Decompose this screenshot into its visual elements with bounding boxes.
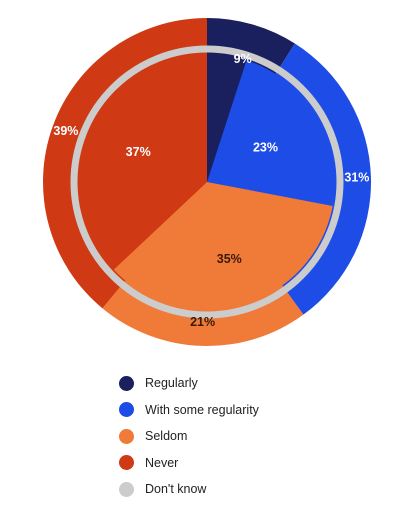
inner-slice-seldom xyxy=(113,182,333,310)
outer-value-label-seldom: 21% xyxy=(190,315,215,329)
outer-value-label-with-some-regularity: 31% xyxy=(344,170,369,184)
inner-ring xyxy=(78,54,335,310)
legend: Regularly With some regularity Seldom Ne… xyxy=(119,370,259,503)
inner-slice-with-some-regularity xyxy=(207,60,335,206)
legend-item-regularly: Regularly xyxy=(119,370,259,397)
pie-chart: 9% 31% 21% 39% 23% 35% 37% xyxy=(43,18,372,347)
legend-swatch-with-some-regularity xyxy=(119,402,134,418)
value-labels: 9% 31% 21% 39% 23% 35% 37% xyxy=(53,52,369,329)
inner-value-label-seldom: 35% xyxy=(217,252,242,266)
legend-label-seldom: Seldom xyxy=(145,429,188,444)
legend-label-with-some-regularity: With some regularity xyxy=(145,402,259,417)
outer-value-label-never: 39% xyxy=(53,124,78,138)
legend-swatch-never xyxy=(119,455,134,471)
inner-slice-never xyxy=(78,54,207,270)
inner-value-label-with-some-regularity: 23% xyxy=(253,140,278,154)
legend-label-regularly: Regularly xyxy=(145,376,198,391)
legend-item-with-some-regularity: With some regularity xyxy=(119,397,259,424)
legend-item-never: Never xyxy=(119,450,259,477)
legend-swatch-regularly xyxy=(119,375,134,391)
legend-item-seldom: Seldom xyxy=(119,423,259,450)
legend-swatch-dont-know xyxy=(119,481,134,497)
outer-value-label-regularly: 9% xyxy=(234,52,252,66)
inner-slice-regularly xyxy=(207,54,247,182)
dont-know-ring xyxy=(70,45,344,319)
legend-label-dont-know: Don't know xyxy=(145,482,207,497)
inner-value-label-never: 37% xyxy=(126,145,151,159)
legend-label-never: Never xyxy=(145,455,179,470)
legend-item-dont-know: Don't know xyxy=(119,476,259,503)
legend-swatch-seldom xyxy=(119,428,134,444)
